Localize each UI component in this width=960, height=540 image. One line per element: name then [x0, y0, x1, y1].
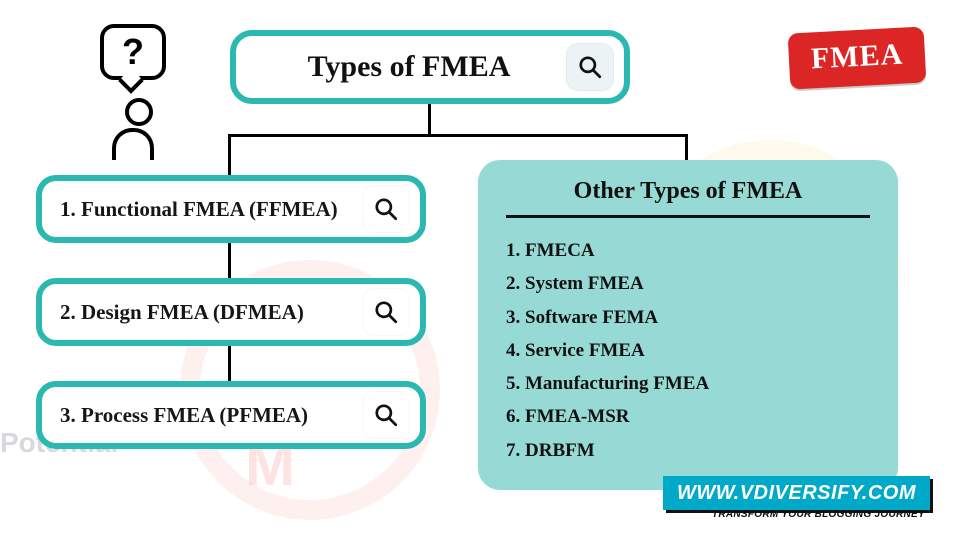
search-icon-box	[362, 288, 410, 336]
connector-line	[685, 134, 688, 160]
list-item: 3. Software FEMA	[506, 301, 870, 334]
fmea-badge: FMEA	[787, 26, 926, 89]
connector-line	[228, 134, 231, 175]
stick-figure-icon	[112, 98, 166, 160]
list-item: 2. System FMEA	[506, 267, 870, 300]
question-mark-icon: ?	[122, 31, 144, 73]
site-tagline: "TRANSFORM YOUR BLOGGING JOURNEY"	[663, 509, 930, 520]
panel-list: 1. FMECA 2. System FMEA 3. Software FEMA…	[506, 234, 870, 467]
pill-label: 3. Process FMEA (PFMEA)	[60, 403, 354, 428]
list-item: 4. Service FMEA	[506, 334, 870, 367]
site-url: WWW.VDIVERSIFY.COM	[663, 476, 930, 510]
search-icon-box	[566, 43, 614, 91]
pill-label: 2. Design FMEA (DFMEA)	[60, 300, 354, 325]
type-pill-design: 2. Design FMEA (DFMEA)	[36, 278, 426, 346]
site-badge: WWW.VDIVERSIFY.COM "TRANSFORM YOUR BLOGG…	[663, 482, 930, 520]
connector-line	[228, 134, 688, 137]
search-icon	[373, 299, 399, 325]
title-pill: Types of FMEA	[230, 30, 630, 104]
search-icon	[373, 402, 399, 428]
type-pill-process: 3. Process FMEA (PFMEA)	[36, 381, 426, 449]
connector-line	[228, 346, 231, 381]
search-icon-box	[362, 391, 410, 439]
other-types-panel: Other Types of FMEA 1. FMECA 2. System F…	[478, 160, 898, 490]
search-icon	[577, 54, 603, 80]
type-pill-functional: 1. Functional FMEA (FFMEA)	[36, 175, 426, 243]
list-item: 7. DRBFM	[506, 434, 870, 467]
person-question-icon: ?	[100, 24, 166, 160]
pill-label: 1. Functional FMEA (FFMEA)	[60, 197, 354, 222]
list-item: 6. FMEA-MSR	[506, 400, 870, 433]
connector-line	[428, 104, 431, 134]
search-icon	[373, 196, 399, 222]
panel-title: Other Types of FMEA	[506, 178, 870, 215]
search-icon-box	[362, 185, 410, 233]
connector-line	[228, 243, 231, 278]
panel-divider	[506, 215, 870, 218]
speech-bubble-icon: ?	[100, 24, 166, 80]
title-text: Types of FMEA	[260, 50, 558, 84]
list-item: 1. FMECA	[506, 234, 870, 267]
list-item: 5. Manufacturing FMEA	[506, 367, 870, 400]
